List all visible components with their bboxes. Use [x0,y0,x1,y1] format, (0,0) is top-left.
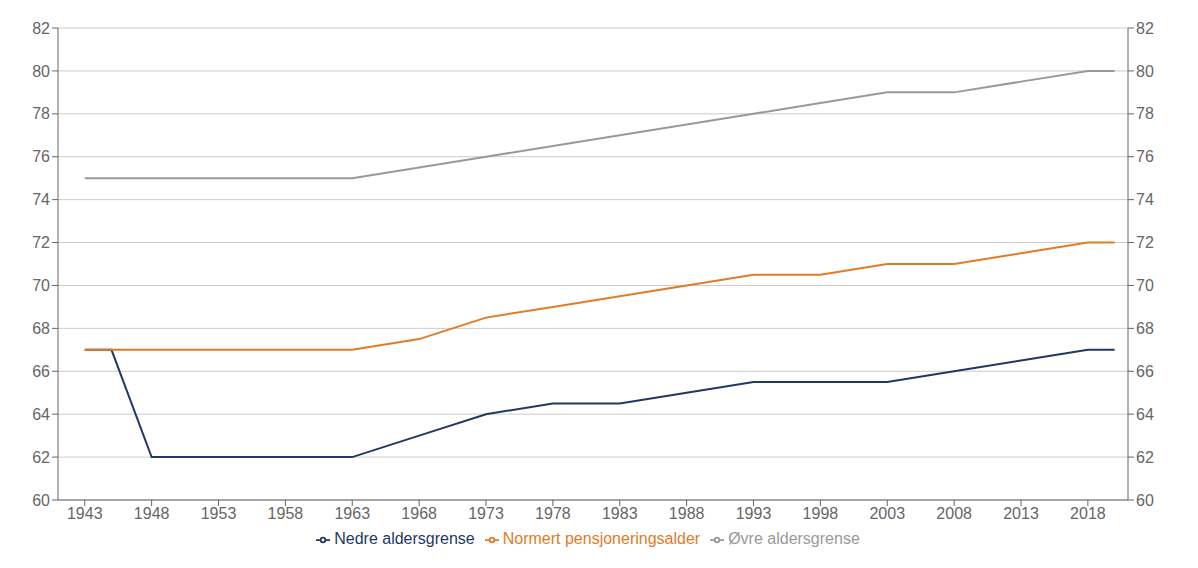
svg-text:72: 72 [1136,234,1154,251]
svg-text:82: 82 [32,20,50,37]
svg-text:1963: 1963 [334,505,370,522]
html-text:Normert pensjoneringsalder: Normert pensjoneringsalder [502,530,701,547]
svg-text:2003: 2003 [869,505,905,522]
html-text:Øvre aldersgrense: Øvre aldersgrense [728,530,860,547]
svg-text:2008: 2008 [936,505,972,522]
svg-text:74: 74 [1136,191,1154,208]
svg-text:1948: 1948 [134,505,170,522]
svg-text:68: 68 [32,320,50,337]
svg-text:1998: 1998 [803,505,839,522]
svg-text:60: 60 [32,492,50,509]
svg-text:78: 78 [32,105,50,122]
svg-text:2013: 2013 [1003,505,1039,522]
svg-text:1983: 1983 [602,505,638,522]
svg-text:70: 70 [1136,277,1154,294]
svg-text:64: 64 [32,406,50,423]
svg-text:1953: 1953 [201,505,237,522]
svg-text:76: 76 [32,148,50,165]
svg-text:62: 62 [1136,449,1154,466]
svg-text:80: 80 [32,63,50,80]
svg-text:1988: 1988 [669,505,705,522]
svg-text:76: 76 [1136,148,1154,165]
svg-text:74: 74 [32,191,50,208]
svg-text:82: 82 [1136,20,1154,37]
svg-text:1943: 1943 [67,505,103,522]
svg-text:66: 66 [1136,363,1154,380]
svg-text:60: 60 [1136,492,1154,509]
html-text:Nedre aldersgrense: Nedre aldersgrense [334,530,475,547]
svg-text:64: 64 [1136,406,1154,423]
svg-text:68: 68 [1136,320,1154,337]
svg-text:80: 80 [1136,63,1154,80]
svg-text:70: 70 [32,277,50,294]
svg-text:2018: 2018 [1070,505,1106,522]
svg-text:1993: 1993 [736,505,772,522]
svg-text:1958: 1958 [268,505,304,522]
svg-text:78: 78 [1136,105,1154,122]
svg-text:1973: 1973 [468,505,504,522]
svg-text:1978: 1978 [535,505,571,522]
svg-text:1968: 1968 [401,505,437,522]
svg-text:62: 62 [32,449,50,466]
svg-text:72: 72 [32,234,50,251]
svg-text:66: 66 [32,363,50,380]
